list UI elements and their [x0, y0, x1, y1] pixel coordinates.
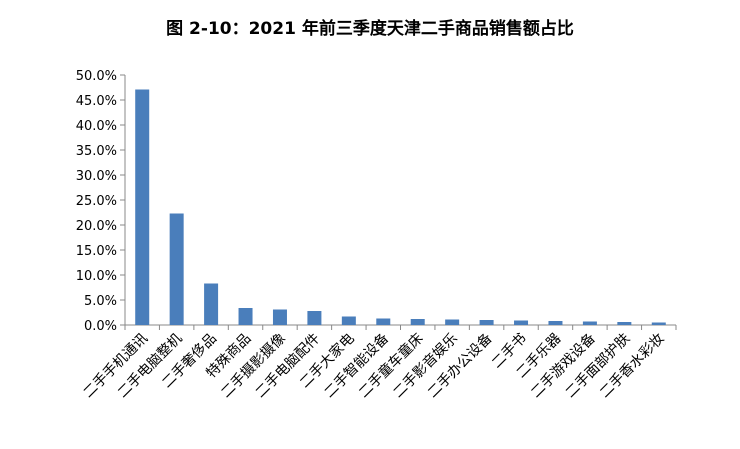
y-tick-label: 35.0% [76, 144, 117, 159]
y-tick-label: 25.0% [76, 194, 117, 209]
bar [169, 213, 184, 325]
y-tick-label: 15.0% [76, 244, 117, 259]
bar [651, 322, 666, 325]
bar [445, 319, 460, 325]
bar [272, 309, 287, 325]
y-tick-label: 20.0% [76, 219, 117, 234]
y-tick-label: 10.0% [76, 269, 117, 284]
y-tick-label: 50.0% [76, 69, 117, 84]
bars [135, 89, 666, 325]
bar [341, 316, 356, 325]
y-tick-label: 40.0% [76, 119, 117, 134]
y-tick-label: 45.0% [76, 94, 117, 109]
bar [135, 89, 150, 325]
bar [238, 308, 253, 325]
category-labels: 二手手机通讯二手电脑整机二手奢侈品特殊商品二手摄影摄像二手电脑配件二手大家电二手… [80, 330, 667, 401]
bar [376, 318, 391, 325]
y-tick-label: 0.0% [84, 319, 117, 334]
bar [410, 319, 425, 325]
bar [582, 321, 597, 325]
bar [548, 321, 563, 325]
bar [514, 320, 529, 325]
y-axis: 0.0% 5.0% 10.0% 15.0% 20.0% 25.0% 30.0% 35.0% 40… [76, 69, 126, 334]
y-tick-label: 5.0% [84, 294, 117, 309]
bar [479, 320, 494, 325]
bar [307, 311, 322, 325]
bar [617, 322, 632, 325]
chart-title: 图 2-10：2021 年前三季度天津二手商品销售额占比 [166, 19, 574, 39]
y-tick-label: 30.0% [76, 169, 117, 184]
bar [204, 283, 219, 325]
x-axis [124, 324, 677, 330]
